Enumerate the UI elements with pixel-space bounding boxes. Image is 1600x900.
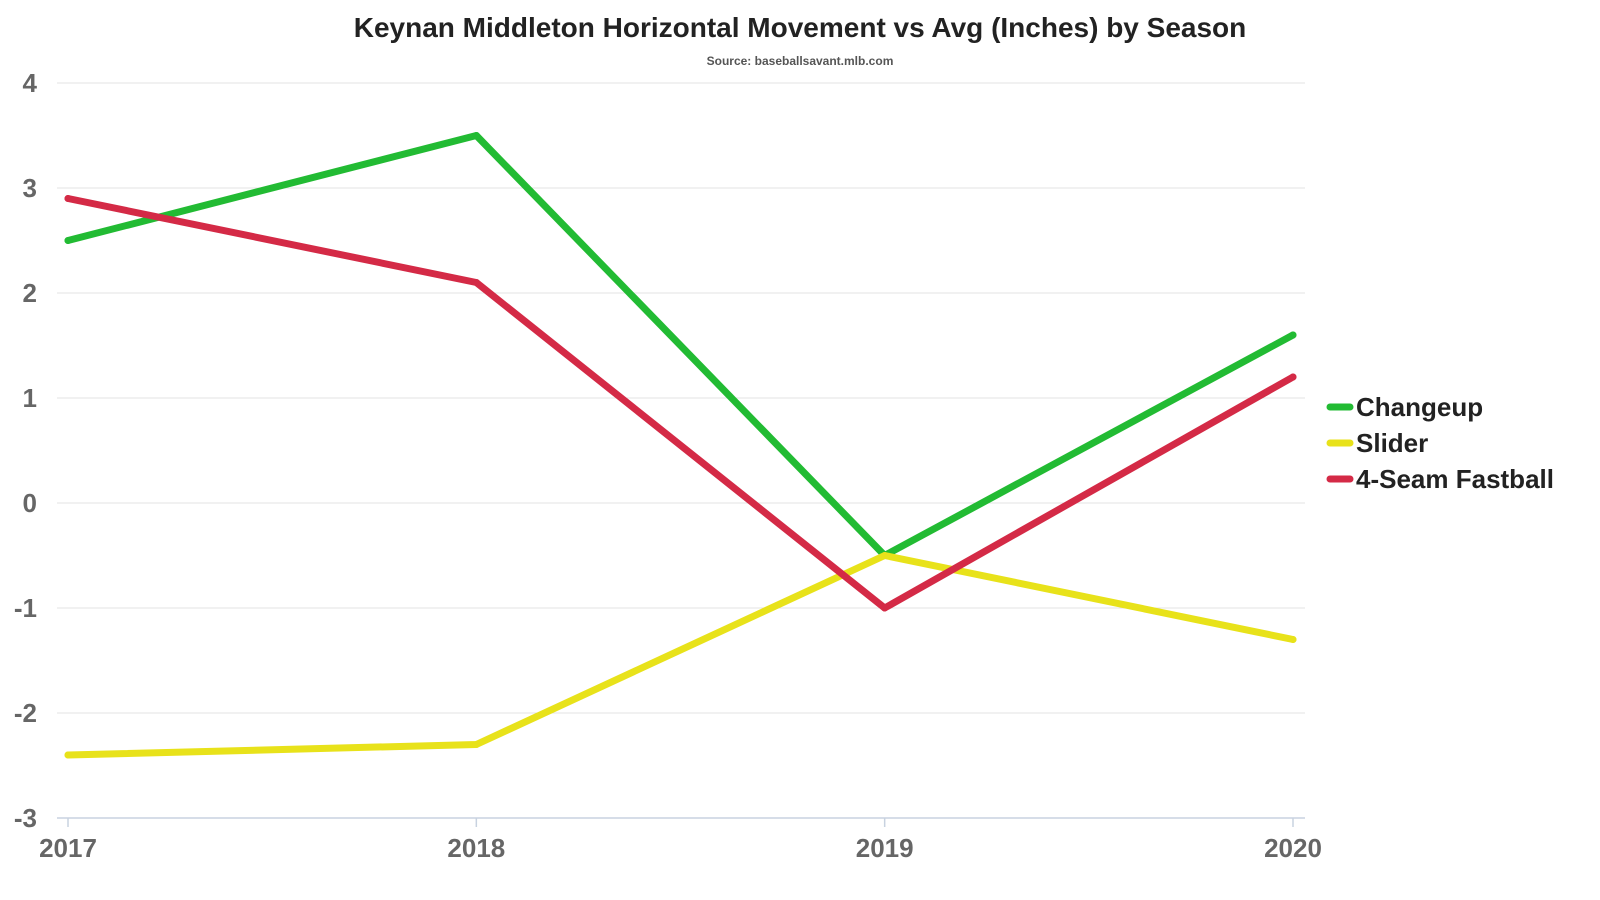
- legend-item-slider[interactable]: Slider: [1326, 428, 1428, 458]
- x-tick-label: 2017: [39, 833, 97, 863]
- legend-label: Changeup: [1356, 392, 1483, 422]
- y-tick-label: 4: [23, 68, 38, 98]
- data-point-changeup[interactable]: [1289, 331, 1297, 339]
- x-tick-label: 2018: [447, 833, 505, 863]
- y-tick-label: -3: [14, 803, 37, 833]
- x-tick-label: 2020: [1264, 833, 1322, 863]
- y-tick-label: -2: [14, 698, 37, 728]
- grid-lines: [57, 82, 1305, 714]
- y-tick-label: 2: [23, 278, 37, 308]
- data-point-slider[interactable]: [64, 751, 72, 759]
- data-point-4-seam-fastball[interactable]: [64, 195, 72, 202]
- data-point-slider[interactable]: [472, 741, 480, 748]
- legend[interactable]: Changeup Slider 4-Seam Fastball: [1326, 392, 1554, 494]
- data-point-4-seam-fastball[interactable]: [881, 604, 889, 612]
- legend-label: 4-Seam Fastball: [1356, 464, 1554, 494]
- data-point-slider[interactable]: [1289, 636, 1297, 643]
- data-point-4-seam-fastball[interactable]: [1289, 373, 1297, 381]
- series-line-4-seam-fastball[interactable]: [64, 195, 1297, 612]
- data-point-changeup[interactable]: [472, 132, 480, 139]
- legend-label: Slider: [1356, 428, 1428, 458]
- data-point-slider[interactable]: [881, 552, 889, 559]
- y-tick-label: 3: [23, 173, 37, 203]
- y-tick-label: 1: [23, 383, 37, 413]
- data-point-changeup[interactable]: [64, 237, 72, 244]
- y-tick-label: 0: [23, 488, 37, 518]
- series-line-slider[interactable]: [64, 552, 1297, 759]
- legend-item-changeup[interactable]: Changeup: [1326, 392, 1483, 422]
- series-line-changeup[interactable]: [64, 132, 1297, 559]
- y-tick-label: -1: [14, 593, 37, 623]
- chart-subtitle: Source: baseballsavant.mlb.com: [707, 54, 894, 68]
- data-point-4-seam-fastball[interactable]: [472, 279, 480, 286]
- series-lines: [64, 132, 1297, 759]
- legend-item-4-seam-fastball[interactable]: 4-Seam Fastball: [1326, 464, 1554, 494]
- chart-title: Keynan Middleton Horizontal Movement vs …: [354, 12, 1247, 43]
- x-tick-label: 2019: [856, 833, 914, 863]
